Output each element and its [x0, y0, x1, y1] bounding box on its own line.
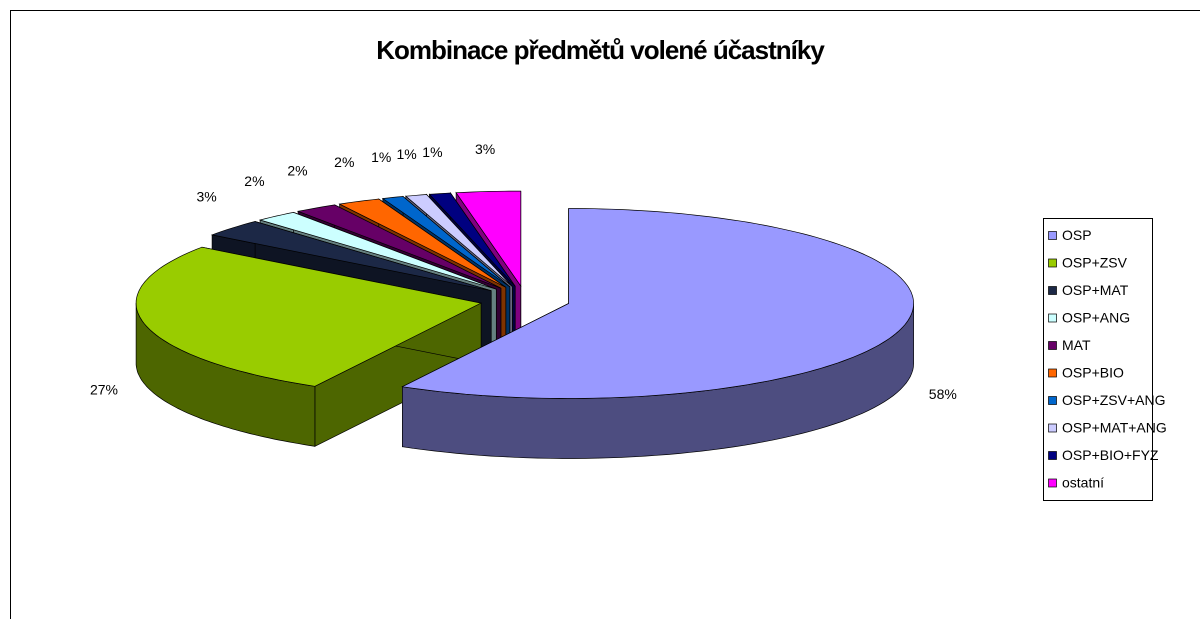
legend-label: MAT	[1062, 337, 1091, 353]
legend-label: OSP+MAT	[1062, 282, 1129, 298]
data-label: 2%	[334, 154, 354, 170]
slice-top	[401, 208, 914, 399]
data-label: 1%	[371, 149, 391, 165]
legend-swatch	[1048, 341, 1057, 350]
legend-swatch	[1048, 368, 1057, 378]
legend-swatch	[1048, 313, 1057, 323]
legend-swatch	[1048, 231, 1057, 240]
legend-label: OSP+ANG	[1062, 310, 1130, 326]
data-label: 3%	[475, 141, 495, 157]
legend-label: OSP+MAT+ANG	[1062, 420, 1167, 436]
legend-label: OSP	[1062, 227, 1092, 243]
slice	[135, 246, 483, 447]
slice-top	[210, 221, 492, 292]
slice-top	[381, 196, 511, 288]
legend-label: OSP+BIO+FYZ	[1062, 447, 1159, 463]
data-label: 2%	[287, 163, 307, 179]
slice-top	[455, 190, 522, 288]
data-label: 27%	[90, 382, 118, 398]
data-label: 2%	[244, 173, 264, 189]
legend-swatch	[1048, 478, 1057, 488]
slice-top	[296, 204, 502, 289]
legend-swatch	[1048, 423, 1057, 433]
legend-label: OSP+ZSV	[1062, 255, 1128, 271]
legend-label: OSP+ZSV+ANG	[1062, 392, 1165, 408]
data-label: 1%	[422, 144, 442, 160]
data-label: 58%	[929, 386, 957, 402]
legend-label: ostatní	[1062, 475, 1104, 491]
legend-swatch	[1048, 396, 1057, 405]
legend-swatch	[1048, 258, 1057, 268]
slice	[401, 208, 914, 459]
slice-top	[258, 212, 497, 290]
slice-top	[404, 194, 513, 287]
legend-swatch	[1048, 451, 1057, 460]
data-label: 3%	[196, 189, 216, 205]
data-label: 1%	[396, 146, 416, 162]
legend-swatch	[1048, 286, 1057, 295]
slice-top	[428, 192, 516, 287]
legend	[1043, 218, 1153, 501]
slice-top	[338, 198, 506, 288]
slice-top	[135, 246, 483, 387]
chart-title: Kombinace předmětů volené účastníky	[376, 35, 825, 65]
legend-label: OSP+BIO	[1062, 365, 1124, 381]
